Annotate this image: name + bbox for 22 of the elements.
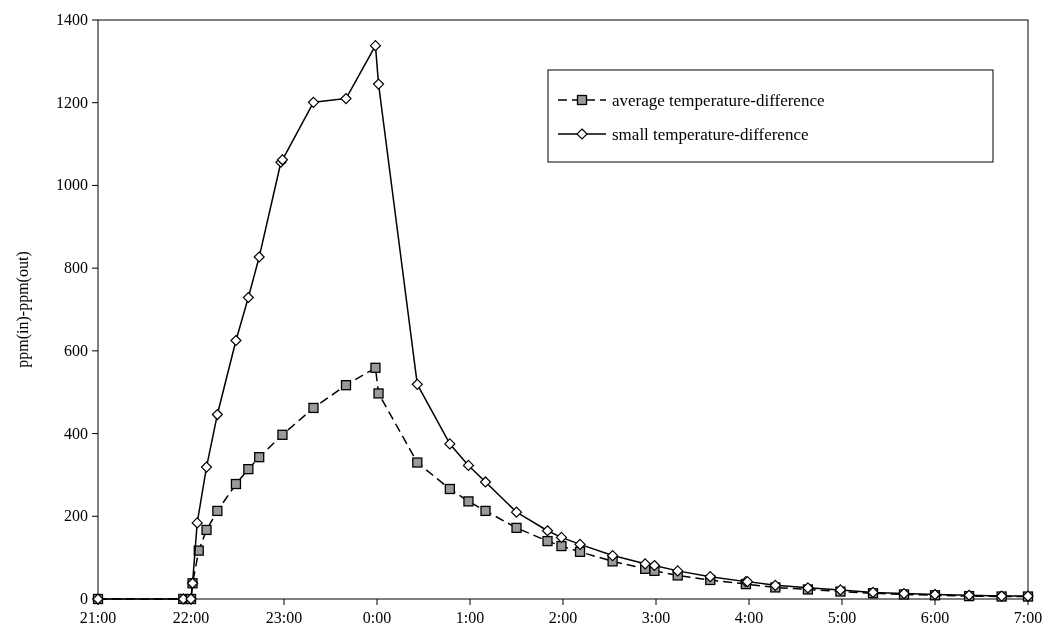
y-tick-label: 1200 bbox=[56, 93, 88, 111]
x-tick-label: 1:00 bbox=[455, 609, 485, 626]
x-tick-label: 2:00 bbox=[548, 609, 578, 626]
y-tick-label: 200 bbox=[64, 507, 88, 525]
y-tick-label: 1000 bbox=[56, 176, 88, 194]
y-tick-label: 1400 bbox=[56, 11, 88, 28]
x-tick-label: 7:00 bbox=[1013, 609, 1043, 626]
x-tick-label: 23:00 bbox=[265, 609, 303, 626]
y-tick-label: 0 bbox=[80, 590, 88, 607]
x-tick-label: 22:00 bbox=[172, 609, 210, 626]
legend-label: small temperature-difference bbox=[612, 125, 809, 144]
x-tick-label: 21:00 bbox=[79, 609, 117, 626]
x-tick-label: 0:00 bbox=[362, 609, 392, 626]
x-tick-label: 4:00 bbox=[734, 609, 764, 626]
x-tick-label: 5:00 bbox=[827, 609, 857, 626]
x-tick-label: 3:00 bbox=[641, 609, 671, 626]
legend-label: average temperature-difference bbox=[612, 91, 825, 110]
x-tick-label: 6:00 bbox=[920, 609, 950, 626]
y-tick-label: 400 bbox=[64, 424, 88, 442]
y-axis-title: ppm(in)-ppm(out) bbox=[14, 251, 32, 368]
y-tick-label: 600 bbox=[64, 341, 88, 359]
y-tick-label: 800 bbox=[64, 259, 88, 277]
